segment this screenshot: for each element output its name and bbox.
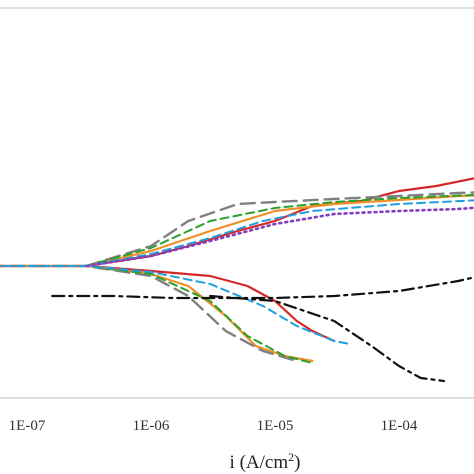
series-line-8	[85, 193, 474, 267]
series-line-9	[0, 265, 351, 345]
x-tick-label: 1E-04	[381, 418, 418, 434]
series-line-11	[84, 206, 474, 268]
series-line-6	[84, 191, 474, 268]
series-line-13	[209, 294, 445, 383]
series-line-5	[0, 264, 298, 363]
series-line-10	[85, 199, 474, 267]
x-tick-label: 1E-05	[257, 418, 294, 434]
series-line-12	[51, 276, 474, 300]
x-tick-labels: 1E-07 1E-06 1E-05 1E-04	[9, 418, 418, 434]
x-tick-label: 1E-07	[9, 418, 46, 434]
x-tick-label: 1E-06	[133, 418, 170, 434]
x-axis-title: i (A/cm2)	[230, 450, 301, 473]
series-layer	[0, 177, 474, 383]
